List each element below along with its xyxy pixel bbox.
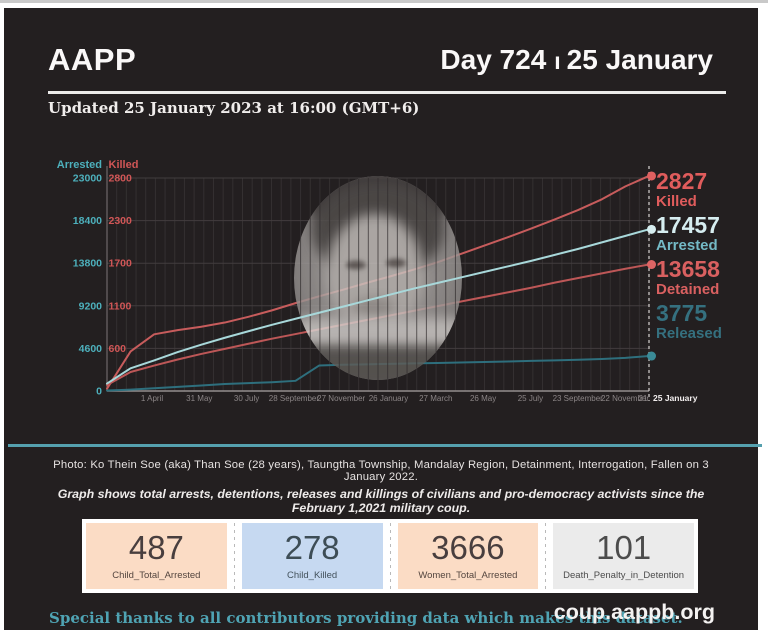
svg-text:25 July: 25 July [518,394,543,403]
stat-label: Child_Total_Arrested [112,570,201,581]
svg-text:600: 600 [109,343,127,355]
svg-text:27 November: 27 November [317,394,365,403]
stat-value: 3666 [431,529,505,566]
svg-text:1700: 1700 [109,258,133,270]
brand-logo: AAPP [48,42,137,77]
svg-text:Killed: Killed [109,159,139,171]
arrested-label: Arrested [656,237,718,254]
killed-label: Killed [656,193,697,210]
footer-site-link[interactable]: coup.aappb.org [553,600,715,624]
svg-text:1100: 1100 [109,300,132,312]
current-date: 25 January [566,44,713,75]
stat-death-penalty: 101 Death_Penalty_in_Detention [553,523,694,589]
svg-text:2300: 2300 [109,215,133,227]
svg-text:2800: 2800 [109,173,133,185]
detained-total: 13658 [656,256,720,282]
svg-text:4600: 4600 [79,343,103,355]
stat-women-total-arrested: 3666 Women_Total_Arrested [397,523,539,589]
end-label-released: 3775 Released [656,300,722,342]
updated-timestamp: Updated 25 January 2023 at 16:00 (GMT+6) [48,99,420,117]
svg-text:0: 0 [96,386,102,398]
day-title: Day 724 ı 25 January [440,44,713,76]
stat-label: Women_Total_Arrested [418,570,518,581]
detained-label: Detained [656,281,720,298]
svg-text:23000: 23000 [73,173,102,185]
day-count: Day 724 [440,44,547,75]
stats-strip: 487 Child_Total_Arrested 278 Child_Kille… [82,519,698,593]
stat-child-total-arrested: 487 Child_Total_Arrested [86,523,227,589]
svg-text:23 September: 23 September [553,394,604,403]
stat-separator [538,523,554,589]
arrested-total: 17457 [656,212,720,238]
stat-value: 487 [128,529,184,566]
stat-separator [382,523,398,589]
end-label-arrested: 17457 Arrested [656,212,720,254]
stat-value: 278 [284,529,340,566]
released-label: Released [656,325,722,342]
svg-text:30 July: 30 July [234,394,259,403]
stat-value: 101 [596,529,652,566]
end-label-detained: 13658 Detained [656,256,720,298]
svg-text:25 January: 25 January [653,393,698,403]
svg-text:22 November: 22 November [601,394,649,403]
stat-label: Child_Killed [287,570,338,581]
svg-text:27 March: 27 March [419,394,452,403]
title-separator: ı [554,48,561,74]
photo-caption: Photo: Ko Thein Soe (aka) Than Soe (28 y… [53,459,709,483]
footer-thanks: Special thanks to all contributors provi… [49,609,683,627]
svg-text:9200: 9200 [79,300,103,312]
released-total: 3775 [656,300,708,326]
svg-text:21: 21 [639,394,648,403]
main-panel: AAPP Day 724 ı 25 January Updated 25 Janua… [4,8,762,630]
stat-child-killed: 278 Child_Killed [241,523,383,589]
svg-text:28 September: 28 September [269,394,320,403]
trend-chart: Arrested Killed 23000 18400 13800 9200 4600 0 28… [57,159,698,403]
svg-text:26 January: 26 January [369,394,409,403]
section-divider [8,444,762,447]
end-label-killed: 2827 Killed [656,168,708,210]
svg-text:1 April: 1 April [141,394,163,403]
svg-text:31 May: 31 May [186,394,212,403]
stat-separator [226,523,242,589]
svg-text:13800: 13800 [73,258,102,270]
stat-label: Death_Penalty_in_Detention [563,570,685,581]
svg-text:18400: 18400 [73,215,102,227]
killed-total: 2827 [656,168,708,194]
svg-text:26 May: 26 May [470,394,496,403]
svg-text:Arrested: Arrested [57,159,102,171]
graph-note: Graph shows total arrests, detentions, r… [57,487,705,515]
header-divider [48,91,726,94]
